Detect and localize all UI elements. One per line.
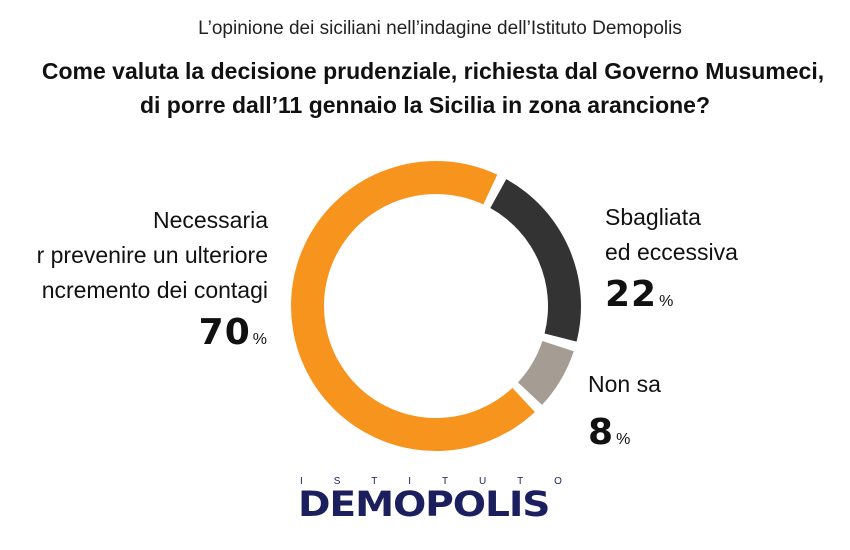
logo-letter: T — [441, 476, 449, 487]
logo-letter: U — [478, 476, 487, 487]
logo-letter: I — [408, 476, 412, 487]
chart-title-line-2: di porre dall’11 gennaio la Sicilia in z… — [139, 92, 711, 118]
value-non-sa: 8% — [588, 412, 631, 453]
value-necessaria: 70% — [199, 312, 268, 353]
label-non-sa: Non sa — [588, 371, 661, 397]
label-sbagliata-line-1: Sbagliata — [605, 204, 701, 230]
value-sbagliata: 22% — [605, 274, 674, 315]
label-sbagliata-line-2: ed eccessiva — [605, 239, 738, 265]
logo-letter: I — [300, 476, 303, 487]
logo-letter: T — [371, 476, 378, 487]
percent-sign: % — [659, 293, 675, 310]
donut-slice-sbagliata — [490, 179, 581, 342]
logo-letter: T — [517, 476, 524, 487]
subtitle: L’opinione dei siciliani nell’indagine d… — [198, 18, 682, 39]
chart-title-line-1: Come valuta la decisione prudenziale, ri… — [41, 58, 825, 84]
label-necessaria-line-2: r prevenire un ulteriore — [36, 242, 268, 268]
percent-sign: % — [616, 431, 632, 448]
donut-slice-non-sa — [517, 340, 574, 405]
value-necessaria-number: 70 — [198, 312, 251, 353]
label-necessaria-line-1: Necessaria — [152, 207, 268, 233]
logo-letter: O — [554, 476, 562, 487]
logo-letter: S — [333, 476, 341, 487]
donut-slice-necessaria — [291, 161, 535, 452]
value-non-sa-number: 8 — [588, 412, 615, 453]
label-necessaria-line-3: ncremento dei contagi — [41, 277, 268, 303]
logo-demopolis: DEMOPOLIS — [298, 485, 551, 525]
percent-sign: % — [252, 331, 268, 348]
value-sbagliata-number: 22 — [605, 274, 658, 315]
